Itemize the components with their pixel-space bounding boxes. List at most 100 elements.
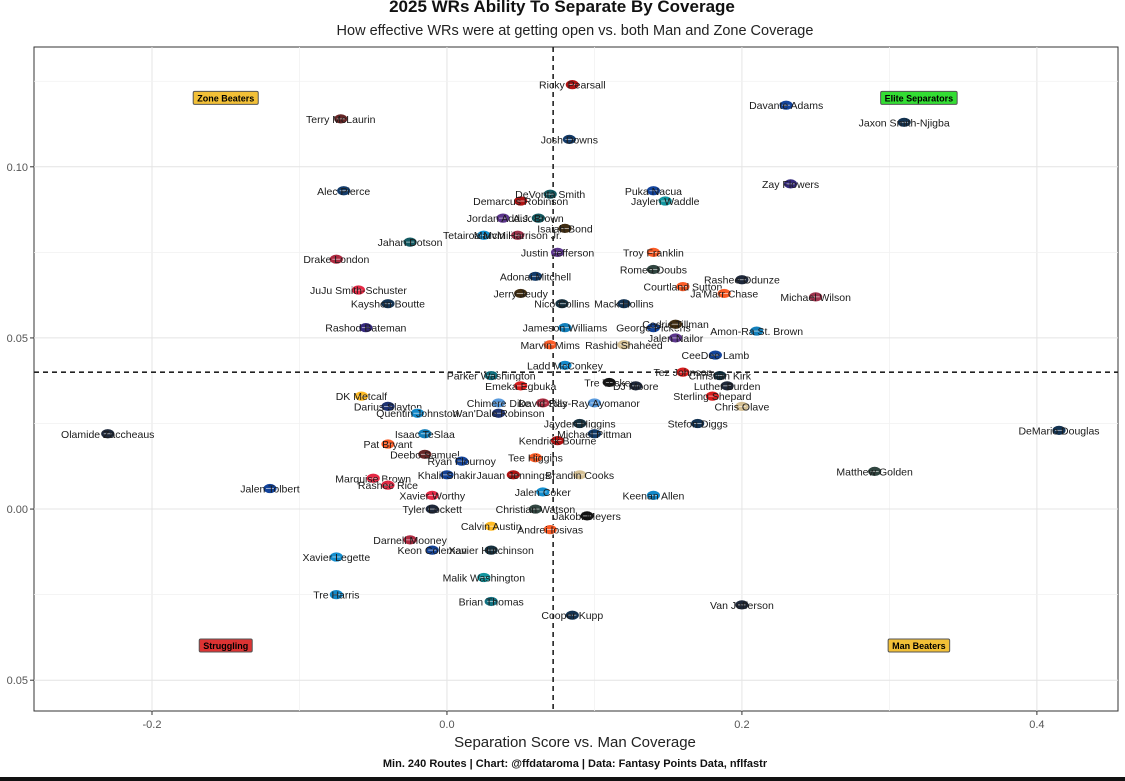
player-label: Jalen Nailor [648, 333, 704, 345]
player-label: Ray-Ray Ayomanor [549, 398, 640, 410]
player-label: Stefon Diggs [668, 418, 728, 430]
player-label: Cooper Kupp [541, 610, 603, 622]
data-point: DK Metcalf [336, 390, 387, 403]
data-point: Deebo Samuel [390, 448, 460, 461]
data-point: Puka Nacua [625, 185, 682, 198]
player-label: Tre Harris [313, 590, 359, 602]
data-points: Ricky Pearsall Davante Adams Jaxon Smith-N… [61, 79, 1100, 622]
data-point: Adonai Mitchell [500, 270, 571, 283]
player-label: Mack Hollins [594, 299, 654, 311]
player-label: Drake London [303, 254, 369, 266]
quadrant-label-box [880, 90, 958, 105]
player-label: DK Metcalf [336, 391, 387, 403]
player-label: Jahan Dotson [378, 237, 443, 249]
data-point: Nico Collins [534, 298, 590, 311]
player-label: Van Jefferson [710, 600, 774, 612]
player-label: Jerry Jeudy [494, 288, 549, 300]
player-label: Tyler Lockett [402, 504, 462, 516]
data-point: Tre Harris [313, 589, 359, 602]
bottom-border [0, 777, 1125, 781]
data-point: Demarcus Robinson [473, 195, 568, 208]
y-tick-label: 0.10 [7, 162, 28, 174]
data-point: Kayshon Boutte [351, 298, 425, 311]
data-point: Justin Jefferson [521, 246, 594, 259]
player-label: Deebo Samuel [390, 449, 459, 461]
player-label: Adonai Mitchell [500, 271, 571, 283]
quadrant-label: Man Beaters [887, 638, 951, 653]
player-label: Xavier Hutchinson [449, 545, 534, 557]
player-label: Rashid Shaheed [585, 340, 663, 352]
data-point: Khalil Shakir [418, 469, 477, 482]
data-point: Andrei Iosivas [517, 524, 583, 537]
data-point: Jaylen Waddle [631, 195, 700, 208]
player-label: JuJu Smith-Schuster [310, 285, 407, 297]
data-point: Ja'Marr Chase [690, 288, 758, 300]
player-label: Quentin Johnston [376, 408, 458, 420]
data-point: Davante Adams [749, 99, 823, 112]
data-point: Calvin Austin [461, 520, 522, 533]
player-label: Jordan Addison [467, 213, 540, 225]
data-point: Sterling Shepard [673, 390, 752, 403]
player-label: Puka Nacua [625, 186, 682, 198]
data-point: Pat Bryant [363, 438, 413, 451]
x-tick-label: -0.2 [143, 719, 162, 731]
player-label: Jakobi Meyers [553, 511, 621, 523]
data-point: Michael Pittman [557, 428, 632, 441]
data-point: Terry McLaurin [306, 113, 376, 126]
quadrant-label-box [887, 638, 951, 653]
chart-subtitle: How effective WRs were at getting open v… [337, 23, 814, 39]
plot-panel [33, 46, 1119, 712]
player-label: Alec Pierce [317, 186, 370, 198]
quadrant-label-box [192, 90, 259, 105]
quadrant-label: Elite Separators [880, 90, 958, 105]
player-label: Jalen Coker [515, 487, 572, 499]
player-label: Ja'Marr Chase [690, 288, 758, 300]
player-label: Xavier Worthy [399, 490, 465, 502]
data-point: David Sills [518, 397, 567, 410]
data-point: Quentin Johnston [376, 407, 459, 420]
data-point: Tre Tucker [584, 377, 635, 389]
player-label: Tre Tucker [584, 377, 634, 389]
quadrant-label: Struggling [198, 638, 253, 653]
data-point: Tee Higgins [508, 452, 563, 465]
player-label: Tetairoa McMillan [443, 230, 525, 242]
player-label: Jauan Jennings [477, 470, 551, 482]
data-point: Marvin Mims [520, 339, 580, 352]
data-point: Jauan Jennings [477, 469, 551, 482]
player-label: Terry McLaurin [306, 114, 376, 126]
data-point: Courtland Sutton [644, 281, 722, 294]
data-point: Isaiah Bond [537, 223, 593, 235]
player-label: Brandin Cooks [545, 470, 614, 482]
data-point: Jakobi Meyers [553, 510, 621, 523]
player-label: DJ Moore [613, 381, 659, 393]
data-point: Tyler Lockett [402, 503, 462, 516]
player-label: Jaxon Smith-Njigba [859, 117, 950, 129]
data-point: Alec Pierce [317, 185, 370, 198]
data-point: Ray-Ray Ayomanor [549, 397, 640, 410]
player-label: Amon-Ra St. Brown [710, 326, 803, 338]
player-label: Marvin Mims [520, 340, 580, 352]
y-tick-label: 0.05 [7, 675, 28, 687]
player-label: Romeo Doubs [620, 264, 687, 276]
data-point: CeeDee Lamb [682, 349, 749, 362]
player-label: Keenan Allen [622, 490, 684, 502]
player-label: Emeka Egbuka [485, 381, 556, 393]
player-label: Jaylen Waddle [631, 196, 700, 208]
y-tick-label: 0.05 [7, 333, 28, 345]
player-label: Brian Thomas [459, 596, 524, 608]
player-label: Marvin Harrison Jr. [474, 230, 562, 242]
quadrant-label-text: Elite Separators [885, 93, 954, 103]
data-point: Cedric Tillman [642, 318, 709, 331]
player-label: Nico Collins [534, 299, 589, 311]
data-point: Christian Watson [496, 503, 576, 516]
player-label: Parker Washington [447, 371, 536, 383]
player-label: Christian Watson [496, 504, 576, 516]
data-point: Drake London [303, 253, 369, 266]
player-label: Ladd McConkey [527, 360, 604, 372]
player-label: Rashee Rice [358, 480, 418, 492]
data-point: DJ Moore [613, 380, 659, 393]
data-point: Xavier Worthy [399, 489, 466, 502]
data-point: Keenan Allen [622, 489, 685, 502]
player-label: Sterling Shepard [673, 391, 751, 403]
x-tick-label: 0.0 [439, 719, 454, 731]
